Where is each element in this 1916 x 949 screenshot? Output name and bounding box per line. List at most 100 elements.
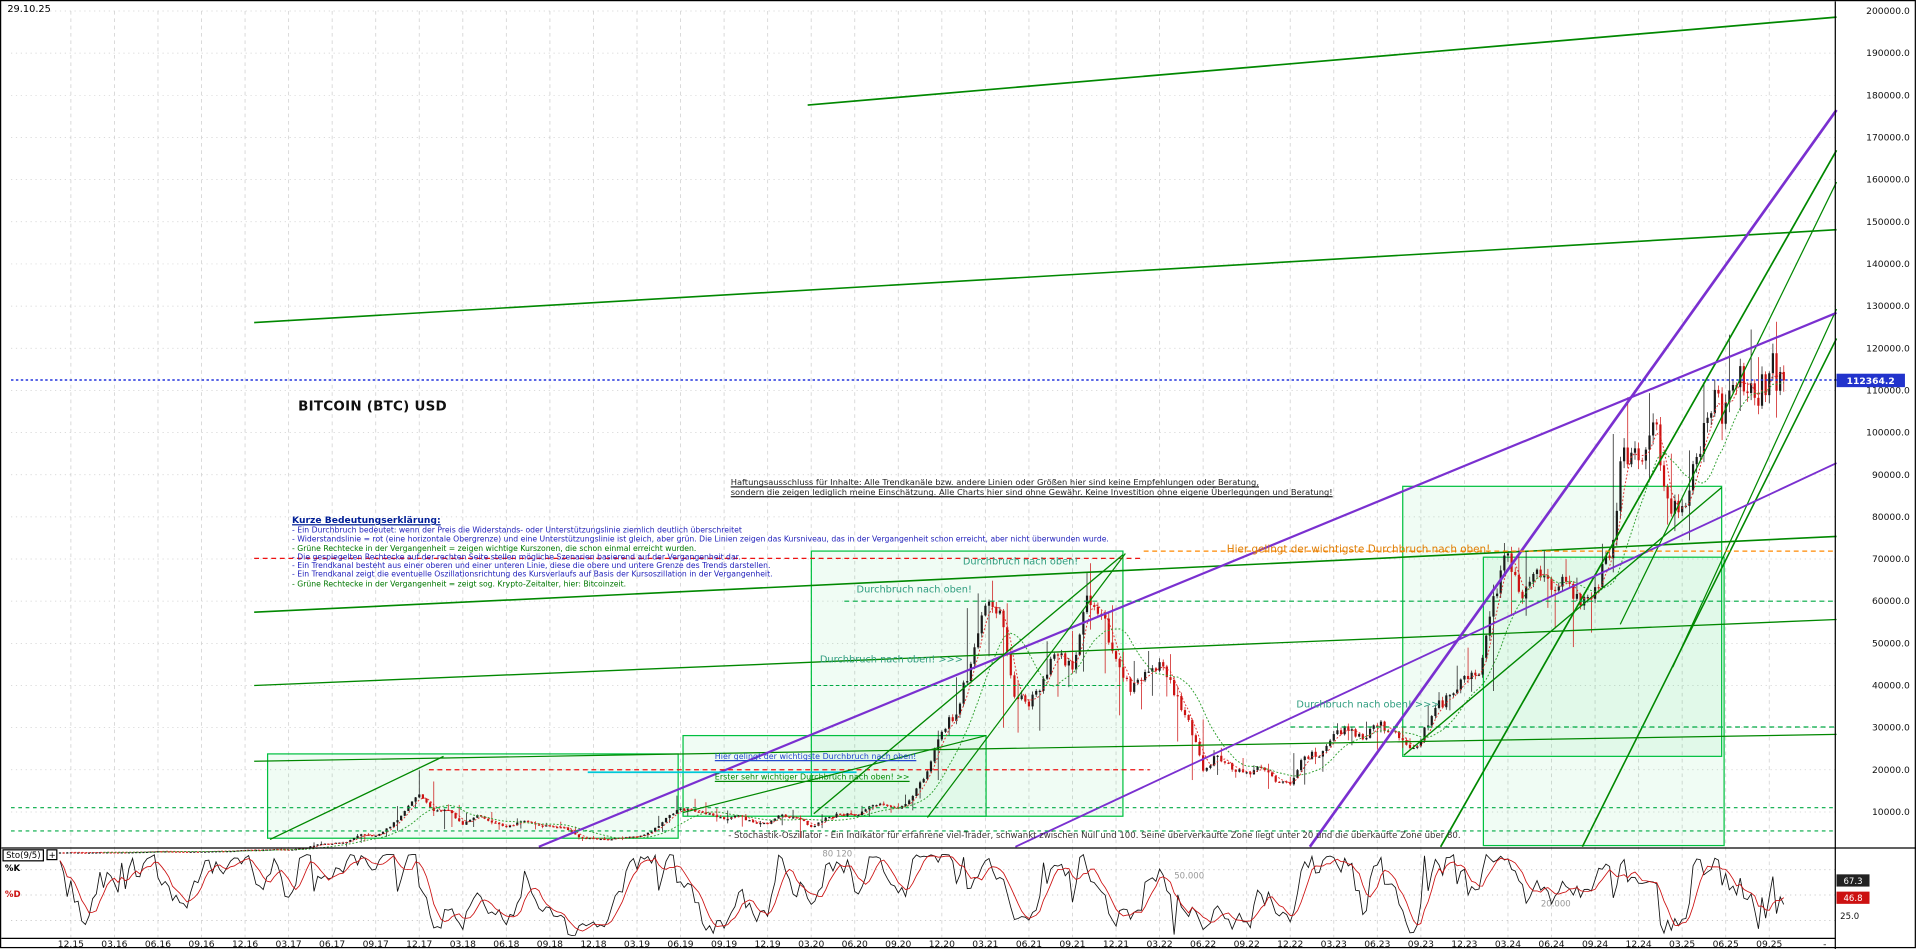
x-axis-label: 03.21 <box>972 939 998 949</box>
candle-body <box>360 834 363 836</box>
candle-body <box>414 797 417 802</box>
candle-body <box>566 827 570 831</box>
candle-body <box>991 601 994 608</box>
candle-body <box>1517 574 1520 592</box>
candle-body <box>1270 772 1274 777</box>
candle-body <box>251 849 254 852</box>
candle-body <box>483 816 486 819</box>
candle-body <box>944 728 947 732</box>
trend-line <box>1439 149 1838 848</box>
candle-body <box>802 819 806 822</box>
sto-d-label: %D <box>4 889 21 900</box>
candle-body <box>929 761 933 772</box>
candle-body <box>966 681 969 683</box>
candle-body <box>1695 456 1698 465</box>
candle-body <box>1710 413 1713 418</box>
candle-body <box>1049 658 1052 675</box>
candle-body <box>1764 374 1767 396</box>
candle-body <box>1597 587 1600 589</box>
trend-line <box>269 755 444 841</box>
candle-body <box>1006 627 1009 652</box>
candle-body <box>1633 448 1637 453</box>
price-axis-label: 10000.0 <box>1872 807 1910 818</box>
candle-body <box>1314 751 1317 757</box>
candle-body <box>439 810 443 812</box>
price-axis-label: 30000.0 <box>1872 723 1910 734</box>
candle-body <box>1376 725 1379 727</box>
candle-body <box>135 851 138 854</box>
candle-body <box>1619 461 1622 511</box>
candle-body <box>969 663 972 682</box>
candle-body <box>893 807 896 809</box>
candle-body <box>447 809 450 811</box>
candle-body <box>1260 766 1263 768</box>
trend-line <box>1308 109 1838 848</box>
candle-body <box>309 846 312 848</box>
candle-body <box>1437 700 1441 708</box>
candle-body <box>958 703 962 715</box>
candle-body <box>1641 460 1644 462</box>
candle-body <box>182 851 185 853</box>
price-axis-label: 140000.0 <box>1866 259 1910 270</box>
candle-body <box>233 850 236 853</box>
candle-body <box>908 800 911 804</box>
candle-body <box>1372 725 1375 729</box>
candle-body <box>196 851 199 853</box>
candle-body <box>1245 772 1248 774</box>
candle-body <box>635 836 639 838</box>
candle-body <box>200 851 203 853</box>
x-axis-label: 06.18 <box>493 939 519 949</box>
candle-body <box>1064 653 1067 666</box>
candle-body <box>1742 366 1745 392</box>
candle-body <box>1702 423 1706 454</box>
candle-body <box>400 815 403 821</box>
candle-body <box>283 849 287 851</box>
candle-body <box>715 815 718 818</box>
chart-annotation-text: Hier gelingt der wichtigste Durchbruch n… <box>714 751 917 762</box>
x-axis-label: 12.23 <box>1451 939 1477 949</box>
candle-body <box>1187 715 1190 721</box>
candle-body <box>1318 756 1321 758</box>
candle-body <box>291 849 294 851</box>
candle-body <box>588 837 591 840</box>
candle-body <box>363 834 366 836</box>
candle-body <box>1325 745 1328 752</box>
candle-body <box>1434 707 1437 717</box>
candle-body <box>1267 770 1270 773</box>
candle-body <box>429 802 432 808</box>
candle-body <box>185 851 189 853</box>
x-axis-label: 03.25 <box>1669 939 1695 949</box>
candle-body <box>737 815 740 817</box>
indicator-add-button[interactable]: + <box>46 849 58 861</box>
candle-body <box>243 850 247 852</box>
x-axis-label: 03.18 <box>450 939 476 949</box>
chart-annotation-text: Durchbruch nach oben! >>> <box>819 653 963 665</box>
candle-body <box>806 821 809 825</box>
candle-body <box>131 852 134 854</box>
candle-body <box>1379 721 1383 726</box>
candle-body <box>871 805 874 807</box>
candle-body <box>977 633 980 648</box>
candle-body <box>1151 668 1154 672</box>
candle-body <box>287 849 290 851</box>
candle-body <box>1572 583 1575 599</box>
candle-body <box>229 850 232 853</box>
candle-body <box>995 607 998 614</box>
candle-body <box>1398 732 1401 739</box>
x-axis-label: 09.18 <box>537 939 563 949</box>
candle-body <box>980 615 983 634</box>
candle-body <box>842 814 845 816</box>
candle-body <box>940 731 943 740</box>
x-axis-label: 09.19 <box>711 939 737 949</box>
candle-body <box>501 823 504 826</box>
candle-body <box>846 813 849 816</box>
candle-body <box>697 811 700 813</box>
candle-body <box>915 788 918 797</box>
candle-body <box>839 813 842 815</box>
indicator-name-button[interactable]: Sto(9/5) <box>2 849 45 862</box>
candle-body <box>911 796 914 801</box>
candle-body <box>788 816 791 818</box>
sto-d-value: 46.8 <box>1843 894 1862 904</box>
candle-body <box>443 809 446 812</box>
